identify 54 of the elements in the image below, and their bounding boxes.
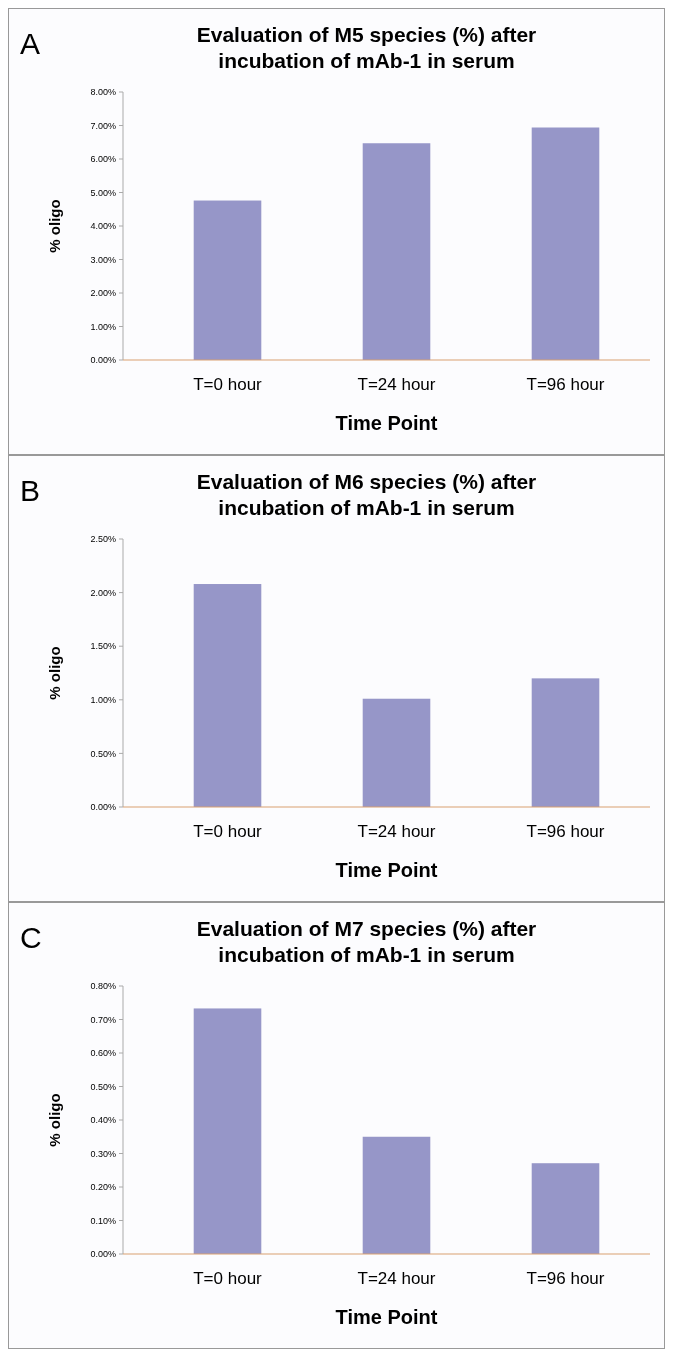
- bar: [193, 1008, 262, 1254]
- y-tick-label: 0.10%: [90, 1215, 116, 1226]
- bar: [531, 1163, 600, 1254]
- y-tick-label: 0.80%: [90, 981, 116, 992]
- y-tick-label: 5.00%: [90, 187, 116, 198]
- y-tick-label: 1.00%: [90, 321, 116, 332]
- x-axis-title: Time Point: [335, 412, 438, 434]
- y-tick-label: 0.30%: [90, 1148, 116, 1159]
- bar: [531, 127, 600, 360]
- x-tick-label: T=0 hour: [193, 1269, 263, 1288]
- y-tick-label: 7.00%: [90, 120, 116, 131]
- y-tick-label: 0.20%: [90, 1182, 116, 1193]
- x-tick-label: T=24 hour: [357, 822, 436, 841]
- y-tick-label: 0.50%: [90, 1081, 116, 1092]
- y-tick-label: 1.50%: [90, 641, 116, 652]
- bar: [362, 143, 431, 360]
- x-tick-label: T=0 hour: [193, 822, 263, 841]
- x-axis-title: Time Point: [335, 1306, 438, 1328]
- bar: [193, 584, 262, 807]
- x-tick-label: T=96 hour: [526, 822, 605, 841]
- y-tick-label: 8.00%: [90, 87, 116, 98]
- x-tick-label: T=96 hour: [526, 375, 605, 394]
- y-tick-label: 0.00%: [90, 355, 116, 366]
- chart-title: Evaluation of M7 species (%) after incubation of mAb-1 in serum: [196, 917, 537, 966]
- y-tick-label: 0.00%: [90, 802, 116, 813]
- y-axis-title: % oligo: [46, 199, 63, 253]
- y-tick-label: 2.00%: [90, 288, 116, 299]
- y-axis-title: % oligo: [46, 1093, 63, 1147]
- bar: [531, 678, 600, 807]
- y-tick-label: 0.70%: [90, 1014, 116, 1025]
- chart-title: Evaluation of M6 species (%) after incubation of mAb-1 in serum: [196, 470, 537, 519]
- bar: [193, 200, 262, 360]
- y-tick-label: 3.00%: [90, 254, 116, 265]
- chart-title: Evaluation of M5 species (%) after incubation of mAb-1 in serum: [196, 23, 537, 72]
- text: B: [20, 474, 41, 507]
- x-tick-label: T=96 hour: [526, 1269, 605, 1288]
- bar: [362, 698, 431, 807]
- text: A: [20, 27, 41, 60]
- x-tick-label: T=0 hour: [193, 375, 263, 394]
- y-tick-label: 2.50%: [90, 534, 116, 545]
- y-tick-label: 0.40%: [90, 1115, 116, 1126]
- bar: [362, 1136, 431, 1254]
- x-tick-label: T=24 hour: [357, 1269, 436, 1288]
- text: C: [20, 921, 42, 954]
- x-axis-title: Time Point: [335, 859, 438, 881]
- y-tick-label: 0.00%: [90, 1249, 116, 1260]
- y-axis-title: % oligo: [46, 646, 63, 700]
- x-tick-label: T=24 hour: [357, 375, 436, 394]
- y-tick-label: 0.50%: [90, 748, 116, 759]
- y-tick-label: 6.00%: [90, 154, 116, 165]
- y-tick-label: 1.00%: [90, 694, 116, 705]
- y-tick-label: 4.00%: [90, 221, 116, 232]
- y-tick-label: 2.00%: [90, 587, 116, 598]
- y-tick-label: 0.60%: [90, 1048, 116, 1059]
